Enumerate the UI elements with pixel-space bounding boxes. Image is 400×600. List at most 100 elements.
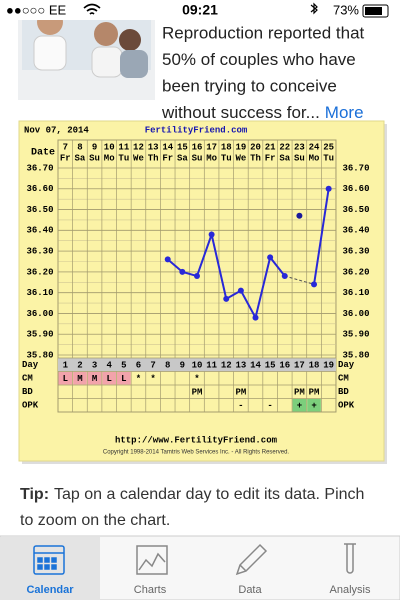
weekday: Fr [162, 153, 173, 163]
date: 13 [148, 142, 159, 152]
weekday: Mo [104, 153, 115, 163]
y-tick-label: 36.60 [26, 184, 53, 194]
cell: 12 [221, 361, 232, 371]
cell: + [311, 401, 316, 411]
y-tick-label: 36.00 [26, 309, 53, 319]
tab-label[interactable]: Charts [134, 584, 167, 596]
date: 12 [133, 142, 144, 152]
temperature-point [237, 287, 244, 294]
cell: 18 [309, 361, 320, 371]
tab-label[interactable]: Data [238, 584, 262, 596]
weekday: Tu [118, 153, 129, 163]
y-tick-label-right: 36.60 [342, 184, 369, 194]
weekday: Th [148, 153, 159, 163]
cell-fill [73, 372, 87, 385]
data-icon [235, 543, 268, 576]
row-label-right: OPK [338, 401, 355, 411]
article-line: without success for... [161, 103, 320, 122]
weekday: Fr [60, 153, 71, 163]
weekday: We [133, 153, 144, 163]
temperature-point [325, 185, 332, 192]
chart-copyright: Copyright 1998-2014 Tamtris Web Services… [103, 450, 290, 456]
cell: L [121, 374, 126, 384]
y-tick-label: 36.40 [26, 226, 53, 236]
tip: Tip: Tap on a calendar day to edit its da… [20, 486, 364, 529]
tab-label[interactable]: Calendar [26, 584, 74, 596]
date: 16 [192, 142, 203, 152]
temperature-point [193, 273, 200, 280]
chart-site: FertilityFriend.com [145, 125, 248, 135]
weekday: Mo [206, 153, 217, 163]
y-tick-label: 35.80 [26, 350, 53, 360]
y-tick-label: 36.30 [26, 246, 53, 256]
day-row-bg [58, 358, 336, 372]
temperature-line [313, 188, 330, 285]
date: 20 [250, 142, 261, 152]
date: 24 [309, 142, 320, 152]
y-tick-label-right: 36.40 [342, 226, 369, 236]
cell: 7 [150, 361, 155, 371]
tab-label[interactable]: Analysis [330, 584, 371, 596]
date: 11 [118, 142, 129, 152]
date: 15 [177, 142, 188, 152]
carrier: ●●○○○ EE [6, 2, 67, 17]
row-label: BD [22, 387, 33, 397]
cell: M [77, 374, 82, 384]
status-bar [0, 0, 400, 20]
chart: Nov 07, 2014 FertilityFriend.com Date 36.70… [22, 125, 370, 455]
cell: 6 [136, 361, 141, 371]
weekday: Su [294, 153, 305, 163]
cell: PM [235, 388, 246, 398]
y-tick-label: 36.50 [26, 205, 53, 215]
temperature-point [208, 231, 215, 238]
cell: 11 [206, 361, 217, 371]
weekday: Su [192, 153, 203, 163]
y-tick-label-right: 36.10 [342, 288, 369, 298]
y-tick-label-right: 36.20 [342, 267, 369, 277]
date: 22 [279, 142, 290, 152]
tip-text: to zoom on the chart. [20, 512, 170, 529]
temperature-point [281, 273, 288, 280]
wifi-icon [83, 3, 101, 15]
cell: PM [309, 388, 320, 398]
cell: 14 [250, 361, 261, 371]
weekday: Th [250, 153, 261, 163]
more-link[interactable]: More [325, 103, 364, 122]
cell: 2 [77, 361, 82, 371]
weekday: Sa [177, 153, 188, 163]
cell: 10 [192, 361, 203, 371]
cell: 5 [121, 361, 126, 371]
row-label: CM [22, 374, 33, 384]
article-line: been trying to conceive [162, 76, 337, 95]
cell: * [136, 374, 141, 384]
article: Reproduction reported that 50% of couples… [161, 23, 365, 122]
gap-bridge [284, 275, 315, 285]
cell: 16 [279, 361, 290, 371]
row-label: Day [22, 360, 39, 370]
row-label-right: BD [338, 387, 349, 397]
temperature-point [296, 212, 303, 219]
date: 7 [63, 142, 68, 152]
y-tick-label-right: 35.90 [342, 330, 369, 340]
temperature-point [223, 295, 230, 302]
cell: L [107, 374, 112, 384]
cell: 1 [63, 361, 69, 371]
cell: 3 [92, 361, 97, 371]
bluetooth-icon [310, 2, 318, 15]
tabs: Calendar Charts Data Analysis [26, 584, 371, 596]
cell-fill [102, 372, 117, 385]
tip-label: Tip: [20, 486, 49, 503]
clock: 09:21 [182, 2, 218, 18]
cell-fill [58, 372, 73, 385]
weekday: Sa [75, 153, 86, 163]
cell: * [194, 374, 199, 384]
cell: * [150, 374, 155, 384]
battery-level [365, 7, 382, 15]
temperature-point [252, 314, 259, 321]
date: 23 [294, 142, 305, 152]
date: 14 [162, 142, 173, 152]
row-label: OPK [22, 401, 39, 411]
analysis-icon [344, 543, 356, 574]
